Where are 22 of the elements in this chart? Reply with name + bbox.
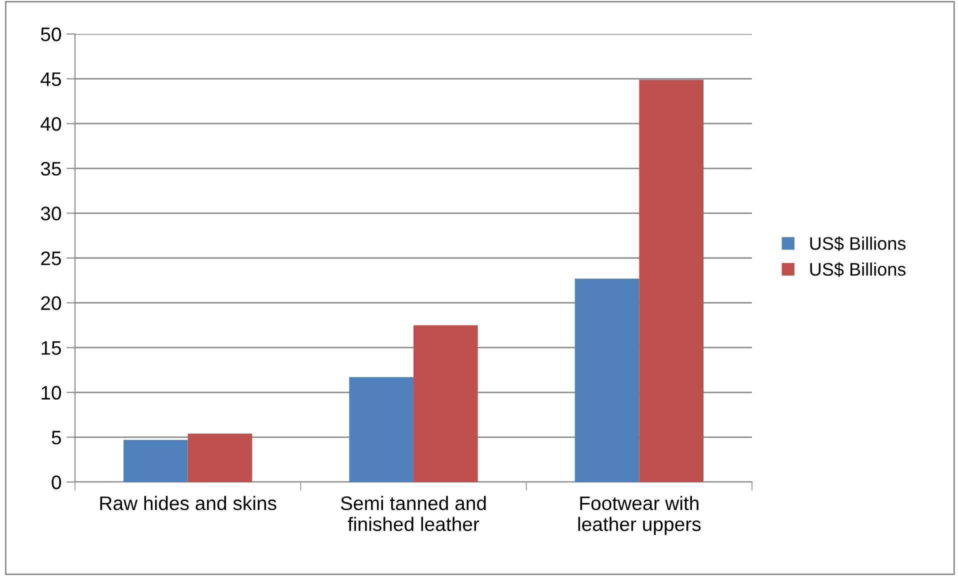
- bar: [124, 440, 188, 482]
- y-tick-label: 10: [42, 386, 62, 400]
- y-tick-label: 15: [42, 341, 61, 355]
- legend-label: US$ Billions: [810, 262, 906, 277]
- bar: [639, 80, 704, 482]
- x-tick-label: Footwear with leather uppers: [578, 496, 701, 535]
- y-tick-label: 30: [40, 206, 62, 220]
- x-tick-label: Raw hides and skins: [100, 496, 276, 510]
- bar: [349, 377, 414, 482]
- y-tick-label: 35: [40, 162, 61, 176]
- legend-label: US$ Billions: [810, 236, 906, 251]
- x-tick-label: Semi tanned and finished leather: [340, 496, 486, 532]
- y-tick-label: 20: [41, 296, 62, 310]
- y-tick-label: 40: [40, 117, 62, 131]
- bar: [574, 278, 640, 482]
- y-tick-label: 5: [52, 430, 61, 444]
- y-tick-label: 50: [40, 27, 62, 42]
- bar: [414, 325, 478, 482]
- y-tick-label: 45: [40, 72, 61, 86]
- bar: [188, 434, 252, 482]
- y-tick-label: 0: [52, 475, 62, 490]
- y-tick-label: 25: [41, 251, 61, 266]
